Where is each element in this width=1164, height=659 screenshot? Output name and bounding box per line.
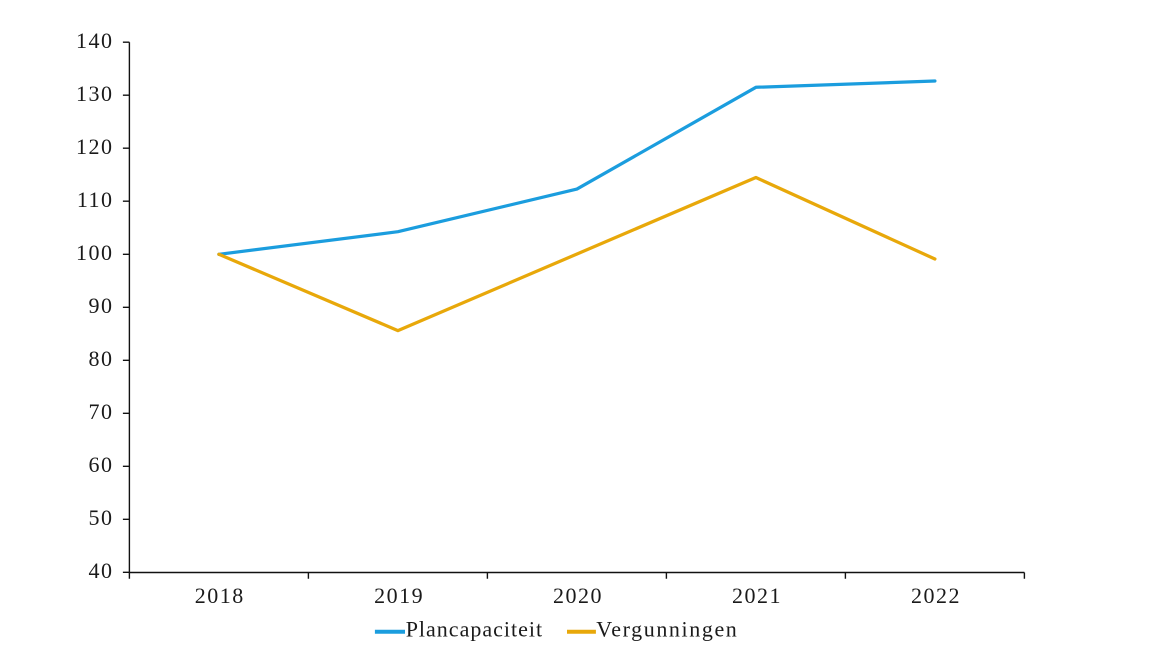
svg-text:40: 40 (89, 558, 114, 583)
svg-text:80: 80 (89, 346, 114, 371)
svg-text:100: 100 (76, 240, 114, 265)
svg-text:130: 130 (76, 81, 114, 106)
svg-text:140: 140 (76, 28, 114, 53)
svg-text:2022: 2022 (911, 583, 961, 608)
svg-text:2020: 2020 (553, 583, 603, 608)
svg-text:50: 50 (89, 505, 114, 530)
svg-text:2018: 2018 (195, 583, 245, 608)
svg-text:120: 120 (76, 134, 114, 159)
svg-text:60: 60 (89, 452, 114, 477)
svg-text:Vergunningen: Vergunningen (596, 617, 738, 642)
svg-text:90: 90 (89, 293, 114, 318)
svg-text:70: 70 (89, 399, 114, 424)
svg-text:110: 110 (77, 187, 114, 212)
svg-text:2019: 2019 (374, 583, 424, 608)
svg-text:2021: 2021 (732, 583, 782, 608)
svg-text:Plancapaciteit: Plancapaciteit (406, 617, 543, 642)
